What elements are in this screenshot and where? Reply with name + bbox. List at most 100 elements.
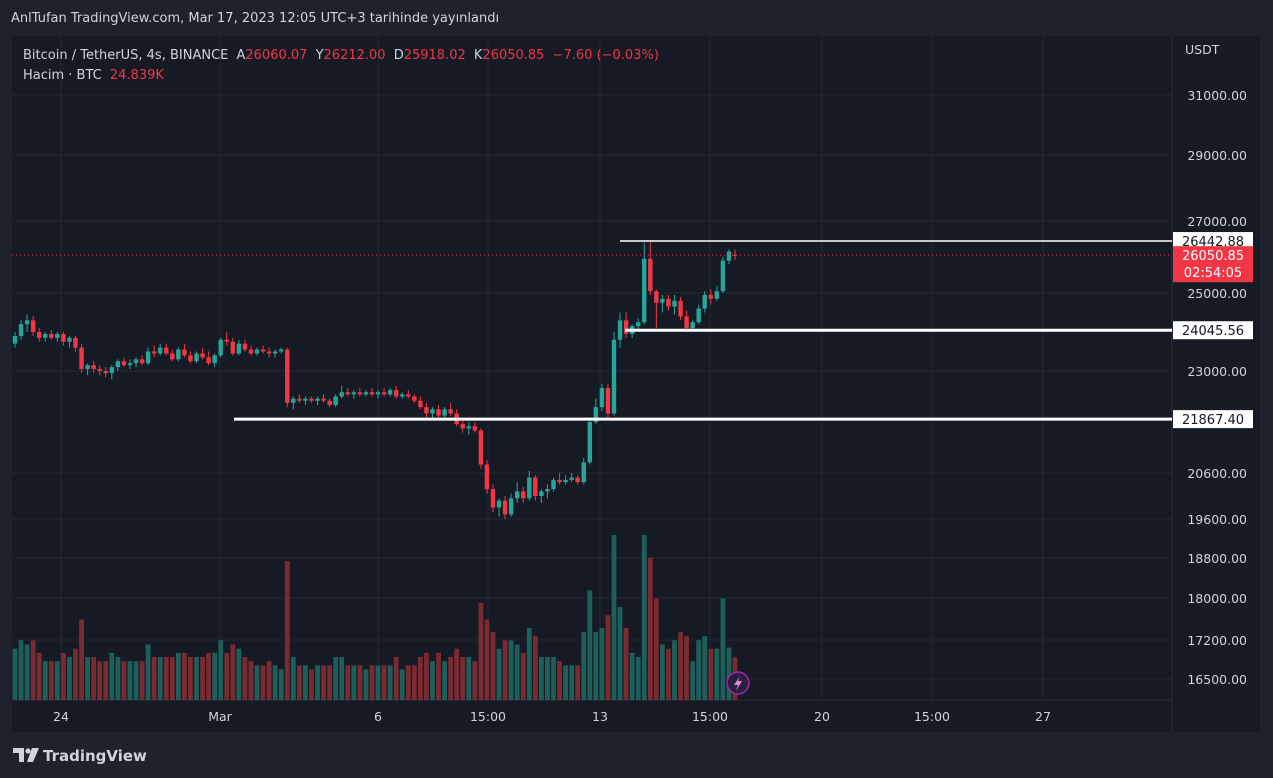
- candle-body[interactable]: [85, 365, 90, 370]
- candle-body[interactable]: [24, 320, 30, 325]
- candle-body[interactable]: [617, 320, 623, 340]
- candle-body[interactable]: [321, 398, 326, 401]
- candle-body[interactable]: [478, 430, 484, 465]
- candle-body[interactable]: [375, 392, 381, 395]
- volume-label[interactable]: Hacim · BTC: [23, 68, 102, 83]
- candle-body[interactable]: [139, 359, 145, 364]
- candle-body[interactable]: [436, 409, 441, 416]
- candle-body[interactable]: [345, 392, 350, 395]
- candle-body[interactable]: [732, 254, 738, 256]
- candle-body[interactable]: [484, 464, 490, 490]
- candle-body[interactable]: [527, 477, 532, 499]
- candle-body[interactable]: [430, 409, 435, 414]
- candle-body[interactable]: [212, 355, 217, 364]
- candle-body[interactable]: [466, 426, 471, 429]
- candle-body[interactable]: [12, 335, 18, 344]
- candle-body[interactable]: [67, 337, 72, 342]
- candle-body[interactable]: [424, 407, 429, 414]
- candle-body[interactable]: [164, 347, 169, 354]
- candle-body[interactable]: [369, 392, 375, 395]
- candle-body[interactable]: [605, 388, 611, 414]
- candle-body[interactable]: [176, 349, 181, 360]
- candle-body[interactable]: [648, 258, 653, 292]
- candle-body[interactable]: [151, 351, 157, 354]
- candle-body[interactable]: [393, 390, 399, 397]
- candle-body[interactable]: [49, 333, 54, 338]
- candle-body[interactable]: [230, 341, 236, 354]
- candle-body[interactable]: [272, 351, 278, 354]
- candle-body[interactable]: [502, 500, 508, 515]
- candle-body[interactable]: [357, 392, 363, 395]
- candle-body[interactable]: [587, 422, 592, 463]
- candle-body[interactable]: [315, 398, 320, 401]
- candle-body[interactable]: [442, 409, 447, 416]
- candle-body[interactable]: [569, 477, 574, 480]
- candle-body[interactable]: [593, 407, 599, 422]
- candle-body[interactable]: [412, 396, 417, 401]
- candle-body[interactable]: [642, 258, 647, 323]
- candle-body[interactable]: [127, 363, 133, 366]
- candle-body[interactable]: [381, 392, 387, 395]
- candle-body[interactable]: [37, 332, 42, 338]
- candle-body[interactable]: [575, 477, 580, 483]
- candle-body[interactable]: [188, 355, 193, 362]
- candle-body[interactable]: [611, 339, 617, 414]
- candle-body[interactable]: [145, 351, 151, 364]
- candle-body[interactable]: [666, 298, 671, 307]
- price-axis-currency[interactable]: USDT: [1185, 42, 1220, 57]
- candle-body[interactable]: [279, 349, 284, 352]
- candle-body[interactable]: [472, 426, 478, 431]
- candle-body[interactable]: [303, 398, 308, 401]
- candle-body[interactable]: [720, 260, 726, 292]
- candle-body[interactable]: [557, 479, 562, 483]
- candle-body[interactable]: [599, 388, 605, 408]
- candle-body[interactable]: [678, 300, 683, 317]
- candle-body[interactable]: [115, 361, 121, 368]
- candle-body[interactable]: [55, 333, 60, 338]
- candle-body[interactable]: [18, 324, 24, 336]
- candle-body[interactable]: [339, 392, 344, 397]
- candle-body[interactable]: [109, 367, 115, 374]
- candle-body[interactable]: [672, 300, 677, 307]
- candle-body[interactable]: [285, 349, 290, 403]
- candle-body[interactable]: [545, 489, 550, 492]
- candle-body[interactable]: [327, 400, 332, 405]
- candle-body[interactable]: [406, 394, 411, 397]
- candle-body[interactable]: [170, 353, 175, 360]
- candle-body[interactable]: [521, 491, 526, 499]
- candle-body[interactable]: [387, 390, 393, 395]
- candle-body[interactable]: [266, 351, 272, 354]
- candle-body[interactable]: [690, 322, 695, 329]
- candle-body[interactable]: [400, 394, 405, 397]
- candle-body[interactable]: [490, 489, 496, 508]
- candle-body[interactable]: [182, 349, 187, 356]
- tradingview-logo[interactable]: TradingView: [13, 747, 147, 765]
- candle-body[interactable]: [260, 349, 266, 352]
- candle-body[interactable]: [224, 339, 229, 342]
- candle-body[interactable]: [563, 479, 568, 483]
- candle-body[interactable]: [30, 320, 36, 332]
- candle-body[interactable]: [351, 392, 357, 395]
- candle-body[interactable]: [297, 398, 302, 401]
- candle-body[interactable]: [448, 409, 453, 414]
- candle-body[interactable]: [514, 491, 520, 499]
- candle-body[interactable]: [200, 353, 205, 358]
- candle-body[interactable]: [309, 398, 314, 401]
- candle-body[interactable]: [43, 333, 48, 338]
- candle-body[interactable]: [97, 369, 102, 371]
- candle-body[interactable]: [460, 424, 465, 429]
- candle-body[interactable]: [539, 491, 544, 496]
- candle-body[interactable]: [291, 398, 296, 403]
- candle-body[interactable]: [121, 361, 127, 366]
- candle-body[interactable]: [623, 320, 629, 334]
- candle-body[interactable]: [660, 298, 665, 303]
- candle-body[interactable]: [702, 294, 707, 309]
- candle-body[interactable]: [551, 479, 556, 490]
- candle-body[interactable]: [91, 365, 96, 370]
- candle-body[interactable]: [133, 359, 139, 364]
- candle-body[interactable]: [726, 251, 732, 261]
- candle-body[interactable]: [533, 477, 538, 496]
- candle-body[interactable]: [254, 349, 260, 354]
- candle-body[interactable]: [248, 349, 254, 354]
- candle-body[interactable]: [418, 400, 423, 408]
